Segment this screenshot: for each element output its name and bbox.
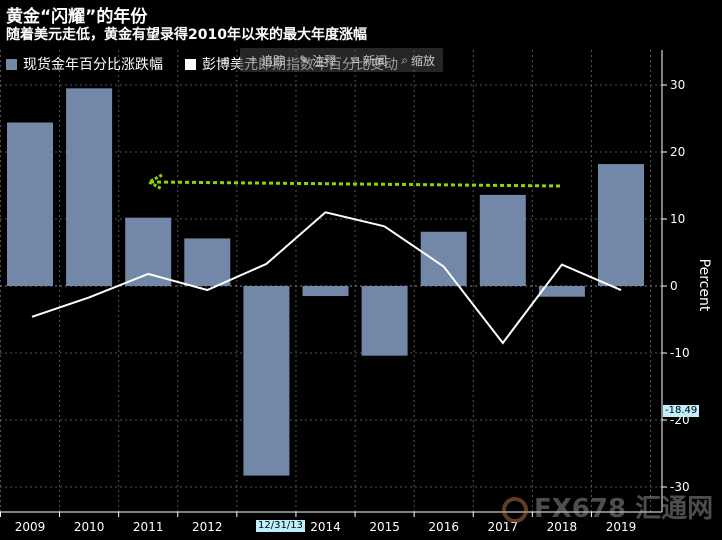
bar-2011 [125, 217, 172, 286]
x-tick-label-2018: 2018 [547, 520, 578, 534]
bar-2013 [243, 286, 290, 476]
x-axis: 2009 2010 2011 2012 2014 2015 2016 2017 2018 2019 [0, 511, 662, 534]
toolbar-annotate-button[interactable]: ✎ 注释 [299, 50, 336, 70]
toolbar-zoom-label: 缩放 [410, 53, 435, 68]
legend-bar-item: 现货金年百分比涨跌幅 [6, 54, 163, 74]
x-tick-label-2016: 2016 [428, 520, 459, 534]
watermark: FX678 汇通网 [502, 488, 713, 525]
legend-bar-swatch [6, 58, 17, 70]
bar-2018 [538, 286, 585, 297]
toolbar-annotate-label: 注释 [312, 53, 337, 68]
y-tick-label: 30 [670, 78, 685, 92]
x-tick-label-2010: 2010 [74, 520, 105, 534]
toolbar-news-label: 新闻 [363, 53, 388, 68]
legend-bar-label: 现货金年百分比涨跌幅 [23, 57, 163, 73]
bar-2015 [361, 286, 408, 356]
plus-icon: + [248, 53, 259, 67]
watermark-logo-icon [502, 496, 528, 523]
y-tick-label: 0 [670, 279, 678, 293]
bar-2012 [184, 238, 231, 286]
bar-2017 [479, 194, 526, 286]
bar-2016 [420, 231, 467, 286]
dollar-index-line [31, 211, 622, 345]
y-tick-label: 20 [670, 145, 685, 159]
zoom-icon: ⌕ [401, 52, 408, 67]
x-tick-label-2019: 2019 [606, 520, 637, 534]
bar-2019 [598, 164, 644, 286]
bar-2010 [66, 88, 113, 286]
watermark-text: FX678 汇通网 [534, 494, 714, 524]
chart-toolbar: +追踪 ✎注释 ≡新闻 ⌕缩放 [240, 48, 443, 72]
annotate-icon: ✎ [299, 53, 310, 67]
legend-line-swatch [185, 58, 196, 70]
y-tick-label: -10 [670, 346, 690, 360]
x-tick-label-2012: 2012 [192, 520, 223, 534]
date-tag: 12/31/13 [256, 520, 305, 532]
x-tick-label-2009: 2009 [15, 520, 46, 534]
x-tick-label-2015: 2015 [369, 520, 400, 534]
dollar-index-series-line [31, 211, 622, 345]
bar-2014 [302, 286, 349, 297]
y-tick-label: -30 [670, 480, 690, 494]
arrow-annotation-shaft [151, 180, 561, 188]
y-axis-label: Percent [696, 259, 712, 312]
toolbar-zoom-button[interactable]: ⌕ 缩放 [401, 50, 435, 70]
x-tick-label-2011: 2011 [133, 520, 164, 534]
y-tick-label: 10 [670, 212, 685, 226]
x-tick-label-2017: 2017 [488, 520, 519, 534]
toolbar-track-button[interactable]: + 追踪 [248, 50, 285, 70]
last-value-tag: -18.49 [663, 405, 700, 417]
toolbar-track-label: 追踪 [261, 53, 286, 68]
bar-2009 [7, 122, 53, 287]
x-tick-label-2014: 2014 [310, 520, 341, 534]
bars [7, 88, 644, 476]
chart-title: 黄金“闪耀”的年份 [6, 7, 148, 27]
chart-subtitle: 随着美元走低，黄金有望录得2010年以来的最大年度涨幅 [6, 27, 367, 43]
